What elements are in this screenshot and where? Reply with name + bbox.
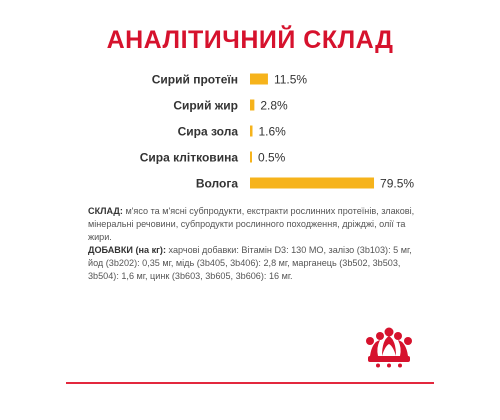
bar [250, 125, 253, 137]
bar [250, 73, 268, 85]
value-label: 1.6% [258, 125, 286, 139]
composition-dobavky: ДОБАВКИ (на кг): харчові добавки: Вітамі… [88, 244, 418, 283]
composition-dobavky-label: ДОБАВКИ (на кг): [88, 245, 166, 255]
value-label: 0.5% [258, 151, 286, 165]
bar [250, 99, 255, 111]
bar [250, 177, 375, 189]
category-label: Волога [196, 177, 238, 191]
page-title: АНАЛІТИЧНИЙ СКЛАД [106, 26, 394, 54]
value-label: 2.8% [260, 99, 288, 113]
composition-sklad-text: м'ясо та м'ясні субпродукти, екстракти р… [88, 206, 415, 242]
category-label: Сирий жир [173, 99, 238, 113]
value-label: 11.5% [274, 73, 307, 87]
bar [250, 151, 252, 163]
composition-sklad: СКЛАД: м'ясо та м'ясні субпродукти, екст… [88, 205, 418, 244]
category-label: Сирий протеїн [152, 73, 238, 87]
footer-divider [66, 382, 434, 384]
value-label: 79.5% [380, 177, 414, 191]
category-label: Сира зола [178, 125, 239, 139]
analysis-card: АНАЛІТИЧНИЙ СКЛАД Сирий протеїн 11.5% Сири… [66, 0, 434, 420]
composition-sklad-label: СКЛАД: [88, 206, 123, 216]
category-label: Сира клітковина [140, 151, 239, 165]
bar-chart: Сирий протеїн 11.5% Сирий жир 2.8% Сира зола… [140, 73, 415, 191]
crown-icon [366, 327, 412, 368]
composition-text: СКЛАД: м'ясо та м'ясні субпродукти, екст… [88, 205, 418, 283]
composition-dobavky-text: харчові добавки: Вітамін D3: 130 MO, зал… [88, 245, 412, 281]
